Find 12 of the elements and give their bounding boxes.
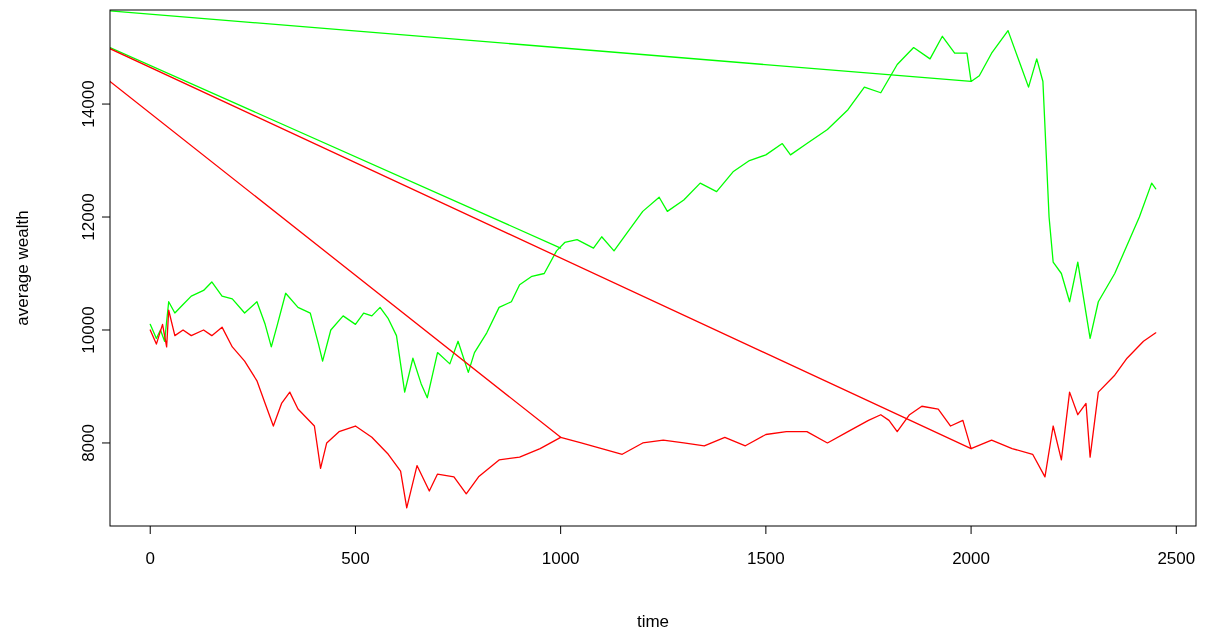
x-axis-title: time (636, 612, 670, 631)
y-tick-label: 12000 (79, 193, 98, 241)
x-tick-label: 2500 (1157, 549, 1196, 568)
y-axis-title: average wealth (13, 210, 32, 326)
x-tick-label: 2000 (952, 549, 990, 568)
x-tick-label: 500 (341, 549, 370, 568)
x-tick-label: 1500 (746, 549, 785, 568)
y-tick-label: 8000 (79, 424, 98, 462)
y-tick-label: 14000 (79, 80, 98, 128)
x-tick-label: 0 (145, 549, 155, 568)
x-tick-label: 1000 (541, 549, 580, 568)
y-tick-label: 10000 (79, 306, 98, 354)
